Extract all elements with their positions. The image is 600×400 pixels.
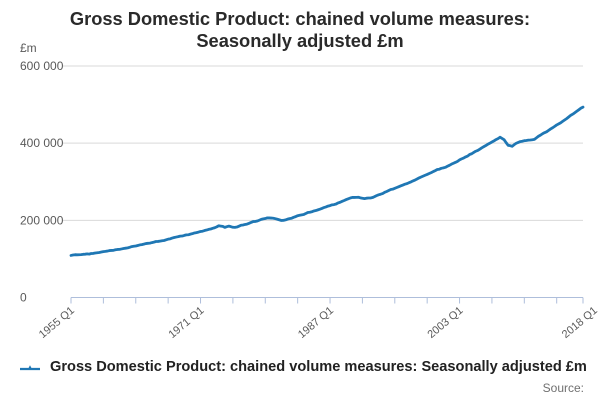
svg-text:1971 Q1: 1971 Q1: [166, 305, 206, 341]
svg-text:2003 Q1: 2003 Q1: [425, 305, 465, 341]
svg-text:600 000: 600 000: [20, 59, 64, 73]
svg-text:1987 Q1: 1987 Q1: [296, 305, 336, 341]
svg-text:£m: £m: [20, 41, 37, 55]
svg-text:400 000: 400 000: [20, 136, 64, 150]
svg-text:2018 Q1: 2018 Q1: [560, 305, 600, 341]
svg-text:0: 0: [20, 291, 27, 305]
svg-text:1955 Q1: 1955 Q1: [37, 305, 77, 341]
svg-text:200 000: 200 000: [20, 213, 64, 227]
